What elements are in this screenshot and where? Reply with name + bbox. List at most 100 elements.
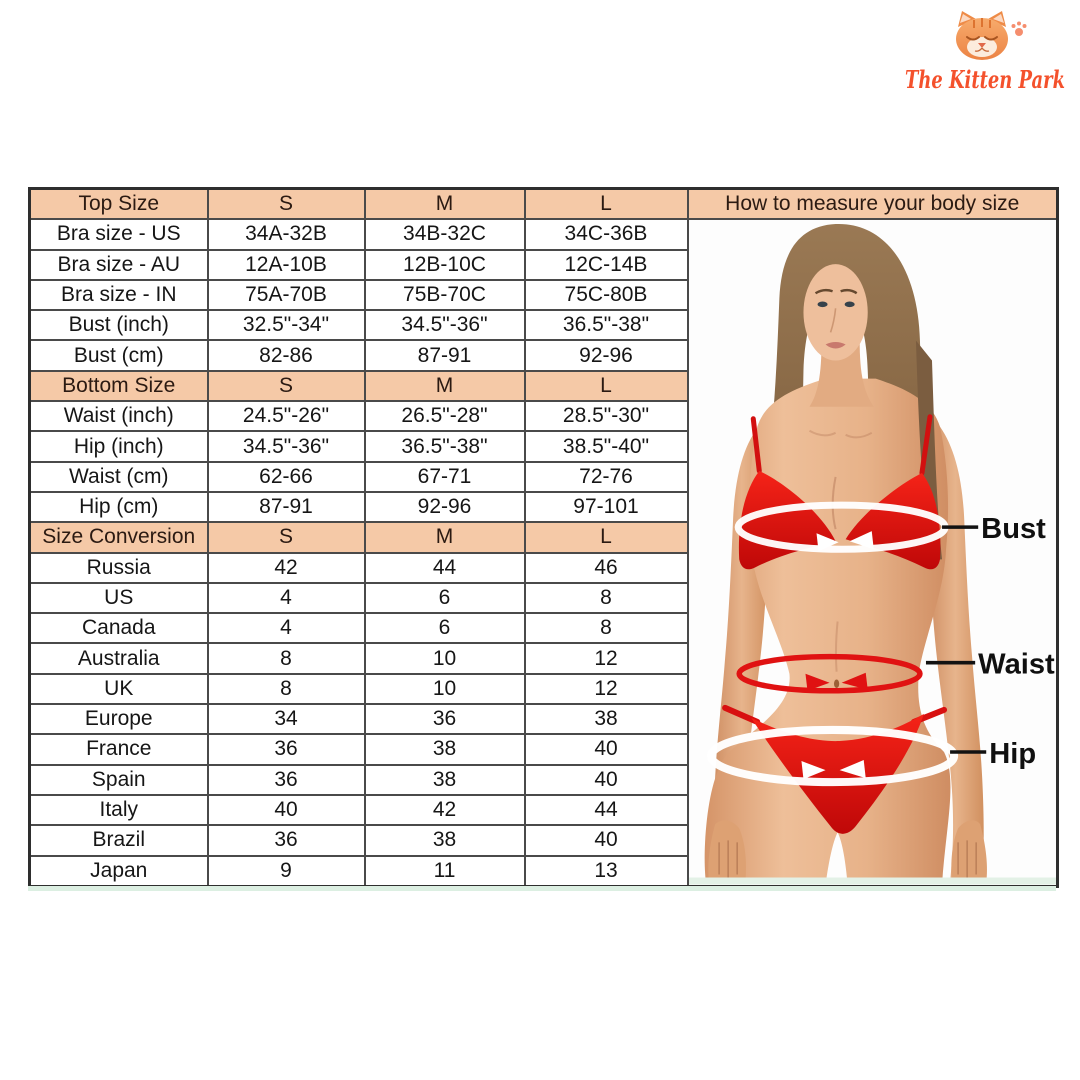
right-hand-fingers [956, 840, 977, 879]
size-value-cell: 87-91 [206, 490, 366, 524]
size-value-cell: 40 [523, 763, 689, 796]
row-label-cell: Bust (cm) [28, 339, 209, 372]
size-value-cell: 24.5"-26" [206, 400, 366, 433]
size-value-cell: 12B-10C [363, 248, 526, 281]
row-label-cell: Bust (inch) [28, 309, 209, 342]
size-value-cell: L [523, 187, 689, 221]
size-value-cell: 6 [363, 612, 526, 645]
size-value-cell: 75C-80B [523, 278, 689, 312]
size-table: Top Size S M L How to measure your body size… [28, 187, 1059, 888]
size-value-cell: 28.5"-30" [523, 400, 689, 433]
size-value-cell: 36 [206, 763, 366, 796]
collarbone-shading [808, 430, 872, 439]
nose [829, 308, 836, 333]
size-value-cell: 42 [363, 793, 526, 827]
size-value-cell: 38.5"-40" [523, 430, 689, 463]
size-value-cell: 36.5"-38" [523, 309, 689, 342]
belly-shading [834, 621, 839, 673]
size-value-cell: 9 [206, 854, 366, 888]
row-label-cell: Waist (cm) [28, 460, 209, 493]
size-value-cell: 12A-10B [206, 248, 366, 281]
left-hand [707, 820, 746, 883]
size-value-cell: 38 [363, 824, 526, 857]
right-eyebrow [839, 289, 857, 295]
right-eye [844, 301, 855, 308]
size-value-cell: 6 [363, 581, 526, 615]
row-label-cell: Bra size - IN [28, 278, 209, 312]
row-label-cell: Italy [28, 793, 209, 827]
row-label-cell: Bra size - AU [28, 248, 209, 281]
size-value-cell: 75B-70C [363, 278, 526, 312]
measure-figure-cell: Bust Waist Hip [686, 218, 1059, 888]
photo-bottom-edge [689, 877, 1056, 885]
size-value-cell: 13 [523, 854, 689, 888]
size-value-cell: 92-96 [363, 490, 526, 524]
size-value-cell: 34B-32C [363, 218, 526, 251]
row-label-cell: Bra size - US [28, 218, 209, 251]
left-eye [817, 301, 828, 308]
size-value-cell: 44 [363, 551, 526, 584]
waist-tape-band [735, 654, 923, 694]
size-value-cell: M [363, 521, 526, 554]
bust-label: Bust [981, 514, 1046, 546]
size-value-cell: 26.5"-28" [363, 400, 526, 433]
size-value-cell: 10 [363, 642, 526, 675]
right-hand [950, 820, 987, 883]
measure-header-cell: How to measure your body size [686, 187, 1059, 221]
size-value-cell: 11 [363, 854, 526, 888]
brand-logo-graphic: The Kitten Park [905, 11, 1065, 94]
size-value-cell: 34.5"-36" [206, 430, 366, 463]
size-value-cell: 34C-36B [523, 218, 689, 251]
size-value-cell: 36 [206, 824, 366, 857]
left-eyebrow [814, 289, 833, 295]
size-value-cell: 8 [523, 612, 689, 645]
size-value-cell: 8 [206, 642, 366, 675]
hip-label: Hip [989, 738, 1036, 770]
row-label-cell: Hip (inch) [28, 430, 209, 463]
size-value-cell: S [206, 369, 366, 403]
row-label-cell: France [28, 733, 209, 766]
row-label-cell: Europe [28, 703, 209, 736]
model-photo: Bust Waist Hip [689, 221, 1056, 885]
lips [825, 342, 846, 349]
section-header-cell: Size Conversion [28, 521, 209, 554]
size-value-cell: 32.5"-34" [206, 309, 366, 342]
cat-face-icon [956, 11, 1008, 60]
row-label-cell: US [28, 581, 209, 615]
row-label-cell: Hip (cm) [28, 490, 209, 524]
row-label-cell: Spain [28, 763, 209, 796]
size-value-cell: 8 [523, 581, 689, 615]
size-table-body: Top Size S M L How to measure your body size… [28, 187, 1059, 888]
size-value-cell: M [363, 369, 526, 403]
size-value-cell: 8 [206, 672, 366, 706]
size-value-cell: 40 [206, 793, 366, 827]
size-value-cell: 34A-32B [206, 218, 366, 251]
size-value-cell: S [206, 521, 366, 554]
size-value-cell: 12C-14B [523, 248, 689, 281]
size-value-cell: 82-86 [206, 339, 366, 372]
size-value-cell: 62-66 [206, 460, 366, 493]
size-value-cell: 40 [523, 824, 689, 857]
hip-tape-band [706, 726, 958, 787]
size-value-cell: 42 [206, 551, 366, 584]
size-value-cell: 10 [363, 672, 526, 706]
size-value-cell: 36.5"-38" [363, 430, 526, 463]
size-value-cell: 34.5"-36" [363, 309, 526, 342]
size-value-cell: 36 [206, 733, 366, 766]
size-value-cell: L [523, 521, 689, 554]
size-value-cell: 46 [523, 551, 689, 584]
navel [833, 679, 839, 689]
row-label-cell: Brazil [28, 824, 209, 857]
brand-logo: The Kitten Park [898, 8, 1072, 102]
size-value-cell: 75A-70B [206, 278, 366, 312]
size-value-cell: 72-76 [523, 460, 689, 493]
left-hand-fingers [717, 840, 738, 879]
row-label-cell: Waist (inch) [28, 400, 209, 433]
row-label-cell: Russia [28, 551, 209, 584]
size-value-cell: 97-101 [523, 490, 689, 524]
size-value-cell: 38 [363, 763, 526, 796]
section-header-cell: Top Size [28, 187, 209, 221]
size-value-cell: 34 [206, 703, 366, 736]
size-value-cell: 12 [523, 672, 689, 706]
